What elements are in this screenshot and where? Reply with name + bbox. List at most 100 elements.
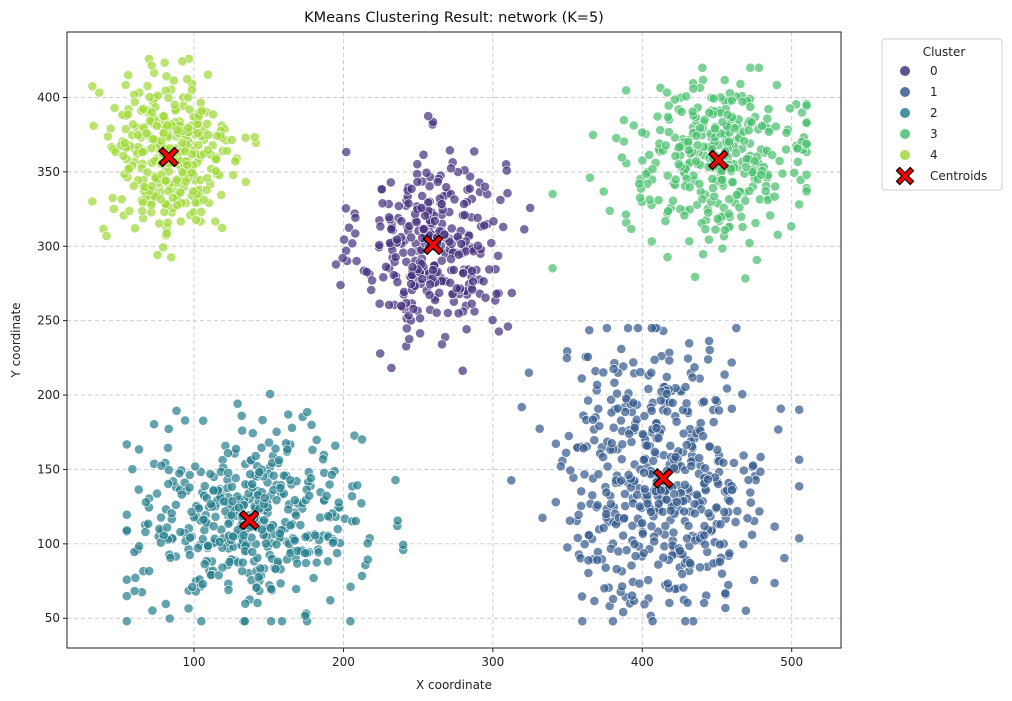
data-point xyxy=(202,118,212,129)
data-point xyxy=(576,486,587,497)
data-point xyxy=(156,460,167,471)
data-point xyxy=(177,137,188,148)
centroids xyxy=(158,146,729,531)
data-point xyxy=(202,173,212,183)
data-point xyxy=(627,520,638,531)
data-point xyxy=(651,422,662,433)
data-point xyxy=(628,120,639,131)
data-point xyxy=(727,485,737,495)
data-point xyxy=(134,444,144,455)
data-point xyxy=(137,197,148,208)
data-point xyxy=(639,599,650,610)
data-point xyxy=(120,80,131,90)
data-point xyxy=(592,555,603,565)
data-point xyxy=(412,176,423,187)
data-point xyxy=(662,170,673,181)
y-tick-label: 300 xyxy=(37,239,60,253)
data-point xyxy=(226,510,237,521)
centroid-marker xyxy=(708,149,729,171)
chart-title: KMeans Clustering Result: network (K=5) xyxy=(304,10,604,26)
data-point xyxy=(256,442,267,453)
data-point xyxy=(741,605,751,616)
data-point xyxy=(667,397,678,408)
data-point xyxy=(166,508,177,519)
data-point xyxy=(236,410,247,421)
data-point xyxy=(801,138,812,149)
data-point xyxy=(653,559,664,570)
data-point xyxy=(710,224,721,235)
data-point xyxy=(127,464,138,475)
data-point xyxy=(609,377,620,388)
data-point xyxy=(332,524,343,534)
data-point xyxy=(617,581,627,592)
data-point xyxy=(734,202,745,213)
data-point xyxy=(726,403,737,414)
data-point xyxy=(703,354,713,365)
data-point xyxy=(162,522,172,533)
data-point xyxy=(119,137,130,148)
data-point xyxy=(392,515,403,526)
data-point xyxy=(406,183,417,194)
data-point xyxy=(669,463,679,474)
data-point xyxy=(275,482,286,493)
data-point xyxy=(186,167,197,178)
legend-box xyxy=(881,38,1003,191)
data-point xyxy=(699,598,709,608)
data-point xyxy=(668,195,678,206)
data-point xyxy=(493,250,503,261)
data-point xyxy=(259,515,270,525)
data-point xyxy=(256,524,267,535)
data-point xyxy=(583,395,593,406)
data-point xyxy=(498,221,509,232)
data-point xyxy=(694,453,705,463)
data-point xyxy=(747,529,757,540)
data-point xyxy=(245,469,255,480)
centroid-marker xyxy=(238,509,260,531)
data-point xyxy=(775,403,786,414)
data-point xyxy=(685,558,695,568)
data-point xyxy=(436,255,447,266)
data-point xyxy=(183,603,194,614)
data-point xyxy=(646,323,657,333)
data-point xyxy=(230,473,241,483)
data-point xyxy=(618,361,629,372)
data-point xyxy=(578,443,589,454)
data-point xyxy=(187,582,198,592)
data-point xyxy=(779,553,790,563)
data-point xyxy=(617,439,628,450)
data-point xyxy=(366,285,377,295)
data-point xyxy=(751,254,762,265)
data-point xyxy=(160,175,171,186)
data-point xyxy=(311,557,322,568)
data-point xyxy=(717,568,727,579)
data-point xyxy=(626,560,637,571)
data-point xyxy=(129,586,140,596)
data-point xyxy=(347,238,358,249)
data-point xyxy=(146,181,157,192)
data-point xyxy=(274,455,284,466)
data-point xyxy=(769,191,780,202)
data-point xyxy=(629,422,640,433)
data-point xyxy=(467,265,477,276)
data-point xyxy=(616,475,627,486)
data-point xyxy=(249,132,260,142)
data-point xyxy=(739,465,749,476)
data-point xyxy=(367,275,377,286)
data-point xyxy=(198,194,209,205)
data-point xyxy=(208,485,219,496)
data-point xyxy=(573,509,584,520)
data-point xyxy=(663,206,673,216)
data-point xyxy=(624,428,634,439)
data-point xyxy=(144,566,155,576)
data-point xyxy=(175,216,186,227)
data-point xyxy=(655,125,666,136)
data-point xyxy=(429,215,440,226)
data-point xyxy=(680,479,690,490)
x-tick-label: 100 xyxy=(183,655,206,669)
data-point xyxy=(446,254,456,264)
data-point xyxy=(731,323,742,333)
data-point xyxy=(754,506,765,517)
data-point xyxy=(773,424,784,435)
data-point xyxy=(715,556,725,567)
data-point xyxy=(130,572,141,583)
